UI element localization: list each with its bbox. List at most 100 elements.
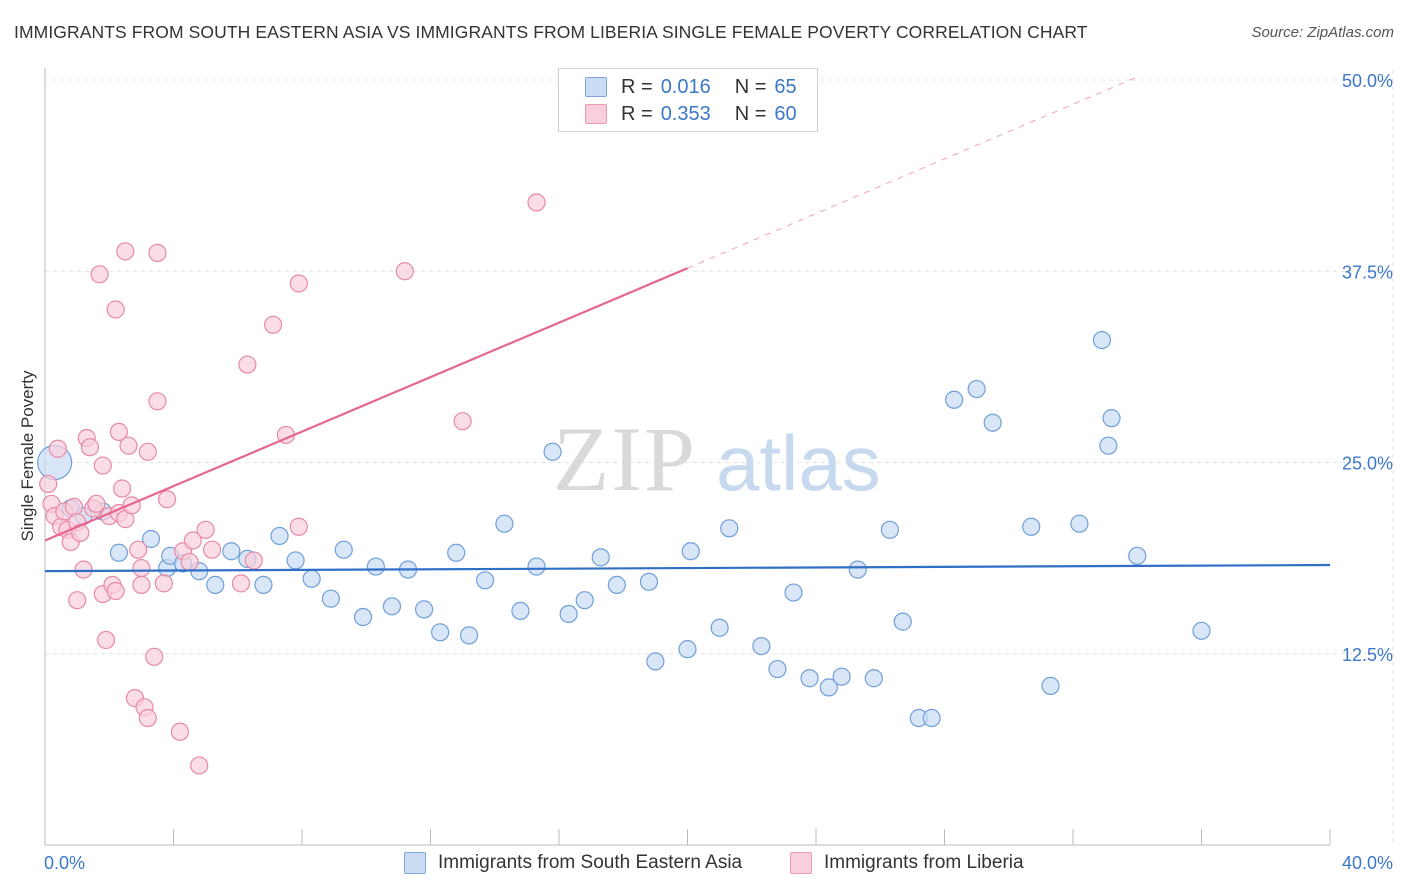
point-liberia [231,574,251,593]
point-south-eastern-asia [1041,676,1060,695]
point-south-eastern-asia [527,557,546,576]
trend-line-liberia [44,267,688,542]
point-liberia [132,575,151,595]
point-south-eastern-asia [591,548,610,567]
point-liberia [39,474,58,494]
legend-swatch-pink [585,104,607,124]
point-liberia [190,756,209,775]
point-south-eastern-asia [476,571,495,590]
gridlines [45,70,1394,845]
point-liberia [202,540,222,559]
point-south-eastern-asia [495,514,514,533]
legend-item-south-eastern-asia: Immigrants from South Eastern Asia [404,852,742,874]
point-liberia [109,422,128,441]
point-south-eastern-asia [768,659,787,679]
y-tick-label: 50.0% [1342,71,1393,91]
point-south-eastern-asia [109,543,128,562]
point-liberia [289,517,308,536]
point-south-eastern-asia [1102,409,1121,428]
point-south-eastern-asia [1092,331,1112,350]
point-south-eastern-asia [945,390,964,409]
point-liberia [68,591,87,610]
y-axis-label: Single Female Poverty [18,370,37,542]
point-liberia [180,552,199,572]
point-south-eastern-asia [922,708,941,728]
point-liberia [80,438,100,457]
point-south-eastern-asia [819,678,838,697]
point-liberia [116,242,135,261]
point-south-eastern-asia [575,591,594,610]
point-liberia [90,265,109,284]
point-south-eastern-asia [710,618,729,637]
point-south-eastern-asia [382,597,402,616]
point-south-eastern-asia [141,529,161,549]
point-south-eastern-asia [864,669,883,688]
point-liberia [106,581,125,601]
source-label: Source: ZipAtlas.com [1251,24,1394,41]
point-liberia [93,456,112,475]
point-south-eastern-asia [366,557,385,576]
point-south-eastern-asia [800,669,819,688]
point-liberia [96,630,116,650]
stats-legend: R = 0.016 N = 65 R = 0.353 N = 60 [558,68,818,132]
point-south-eastern-asia [286,551,305,570]
point-liberia [145,647,164,666]
point-south-eastern-asia [222,542,241,561]
point-south-eastern-asia [720,519,739,538]
point-liberia [453,412,472,431]
point-liberia [132,558,151,578]
chart-title: IMMIGRANTS FROM SOUTH EASTERN ASIA VS IM… [14,22,1088,42]
legend-n-value: 60 [774,102,797,125]
point-south-eastern-asia [447,543,466,562]
legend-r-value: 0.353 [660,102,711,125]
point-south-eastern-asia [967,379,986,399]
point-liberia [238,355,257,374]
point-liberia [527,193,546,212]
point-south-eastern-asia [983,413,1002,432]
legend-n-label: N = [734,102,767,125]
point-south-eastern-asia [1070,514,1089,533]
legend-item-liberia: Immigrants from Liberia [790,852,1024,874]
trend-line-liberia-extension [687,76,1138,269]
point-liberia [148,243,167,262]
point-liberia [119,436,138,455]
legend-swatch-pink [790,852,812,874]
point-south-eastern-asia [414,600,434,619]
point-south-eastern-asia [254,575,273,595]
point-south-eastern-asia [752,636,771,656]
point-liberia [74,560,93,579]
point-liberia [106,300,125,319]
series-legend: Immigrants from South Eastern Asia Immig… [0,852,1406,878]
point-liberia [154,574,173,593]
point-south-eastern-asia [270,526,289,546]
point-south-eastern-asia [334,540,353,559]
legend-row-blue: R = 0.016 N = 65 [585,73,797,101]
point-south-eastern-asia [784,583,803,602]
point-south-eastern-asia [511,601,530,621]
y-tick-label: 37.5% [1342,262,1393,282]
watermark-atlas: atlas [716,419,881,507]
point-south-eastern-asia [302,569,321,588]
point-liberia [395,262,414,281]
legend-label-south-eastern-asia: Immigrants from South Eastern Asia [438,852,743,873]
point-liberia [196,520,215,539]
series-liberia [39,193,546,775]
point-south-eastern-asia [459,626,479,645]
point-south-eastern-asia [1022,517,1041,536]
point-south-eastern-asia [1192,621,1211,640]
point-south-eastern-asia [832,667,851,686]
point-south-eastern-asia [678,640,697,659]
legend-r-label: R = [621,102,653,125]
zipatlas-watermark: ZIP atlas [553,408,881,510]
legend-swatch-blue [585,77,607,97]
legend-swatch-blue [404,852,426,874]
point-liberia [170,722,190,741]
point-south-eastern-asia [206,575,225,595]
point-south-eastern-asia [639,572,659,591]
point-liberia [244,551,263,570]
legend-n-value: 65 [774,75,797,98]
point-liberia [87,494,106,513]
tick-labels: 12.5% 25.0% 37.5% 50.0% 0.0% 40.0% [44,71,1393,873]
point-south-eastern-asia [607,575,626,595]
point-south-eastern-asia [543,442,562,461]
